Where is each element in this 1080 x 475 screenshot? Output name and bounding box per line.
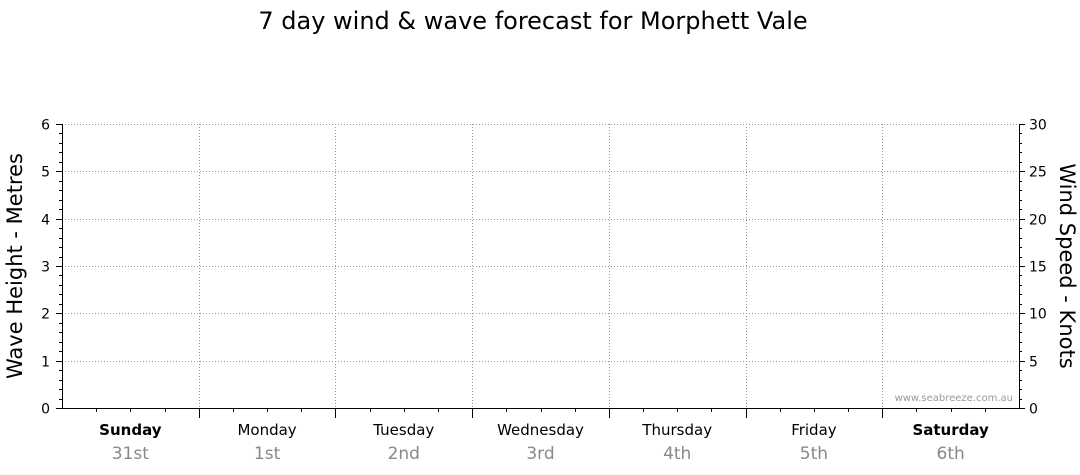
left-axis-title: Wave Height - Metres: [3, 153, 27, 379]
day-date-label: 1st: [254, 444, 281, 464]
day-date-label: 4th: [663, 444, 691, 464]
day-date-label: 31st: [112, 444, 149, 464]
day-name-label: Wednesday: [497, 421, 584, 439]
right-tick-label: 30: [1029, 118, 1047, 134]
right-tick-label: 20: [1029, 213, 1047, 229]
left-tick-label: 2: [41, 307, 50, 323]
day-name-label: Tuesday: [372, 421, 434, 439]
right-axis-title: Wind Speed - Knots: [1055, 163, 1079, 368]
tick-labels: 0 1 2 3 4 5 6 0 5 10 15 20 25 30 Sunday 31st Monday 1st Tu…: [41, 118, 1047, 465]
chart-title: 7 day wind & wave forecast for Morphett …: [258, 7, 807, 35]
left-tick-label: 3: [41, 260, 50, 276]
left-tick-label: 4: [41, 213, 50, 229]
right-tick-label: 25: [1029, 165, 1047, 181]
day-name-label: Friday: [791, 421, 837, 439]
day-name-label: Thursday: [641, 421, 712, 439]
day-name-label: Saturday: [912, 421, 989, 439]
left-tick-label: 1: [41, 355, 50, 371]
watermark: www.seabreeze.com.au: [895, 393, 1013, 404]
left-tick-label: 6: [41, 118, 50, 134]
day-date-label: 6th: [937, 444, 965, 464]
left-tick-label: 0: [41, 402, 50, 418]
day-name-label: Monday: [237, 421, 296, 439]
day-date-label: 3rd: [526, 444, 554, 464]
day-date-label: 2nd: [388, 444, 420, 464]
right-tick-label: 10: [1029, 307, 1047, 323]
day-date-label: 5th: [800, 444, 828, 464]
axes: [56, 124, 1025, 418]
grid-lines: [62, 124, 1019, 408]
left-tick-label: 5: [41, 165, 50, 181]
right-tick-label: 15: [1029, 260, 1047, 276]
right-tick-label: 0: [1029, 402, 1038, 418]
day-name-label: Sunday: [99, 421, 162, 439]
right-tick-label: 5: [1029, 355, 1038, 371]
